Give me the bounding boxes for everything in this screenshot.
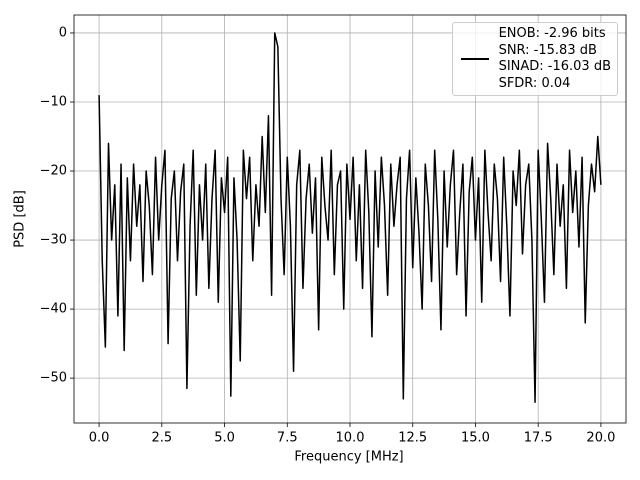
x-tick-label: 2.5 xyxy=(151,431,172,446)
y-tick-label: −10 xyxy=(40,94,67,109)
x-tick-label: 20.0 xyxy=(586,431,615,446)
x-tick-label: 12.5 xyxy=(398,431,427,446)
x-tick-label: 10.0 xyxy=(336,431,365,446)
y-axis-label: PSD [dB] xyxy=(13,190,28,248)
y-tick-label: −40 xyxy=(40,302,67,317)
psd-line xyxy=(98,32,602,404)
x-axis-label: Frequency [MHz] xyxy=(294,450,403,465)
y-tick-label: −20 xyxy=(40,164,67,179)
legend: ENOB: -2.96 bits SNR: -15.83 dB SINAD: -… xyxy=(451,22,618,96)
x-tick-label: 0.0 xyxy=(89,431,110,446)
y-tick-label: −30 xyxy=(40,233,67,248)
x-tick-label: 15.0 xyxy=(461,431,490,446)
y-tick-label: −50 xyxy=(40,371,67,386)
legend-label: ENOB: -2.96 bits SNR: -15.83 dB SINAD: -… xyxy=(498,26,611,91)
y-tick-label: 0 xyxy=(59,25,67,40)
x-tick-label: 5.0 xyxy=(214,431,235,446)
x-tick-label: 17.5 xyxy=(524,431,553,446)
x-tick-label: 7.5 xyxy=(277,431,298,446)
plot-frame xyxy=(73,14,627,424)
legend-swatch xyxy=(460,58,489,60)
